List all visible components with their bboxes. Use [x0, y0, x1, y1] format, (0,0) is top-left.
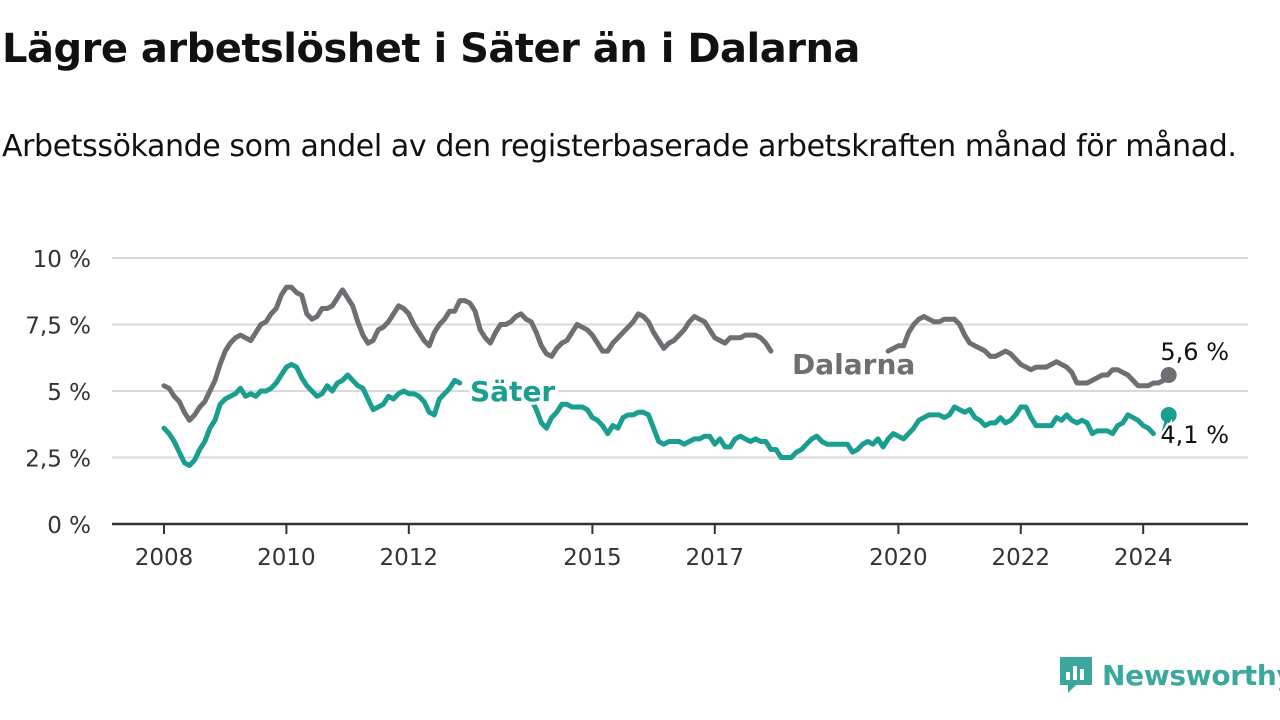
newsworthy-logo[interactable]: Newsworthy [1058, 655, 1280, 695]
x-tick-label: 2017 [686, 545, 745, 571]
line-chart: 0 % 2,5 % 5 % 7,5 % 10 % 2008 2010 2012 2015 201… [25, 247, 1248, 571]
y-tick-label: 5 % [47, 380, 91, 406]
x-tick-label: 2008 [135, 545, 194, 571]
y-tick-label: 10 % [33, 247, 91, 273]
series-label-dalarna: Dalarna [792, 348, 915, 381]
series-lines [161, 284, 1177, 468]
series-line-s-ter [161, 361, 1172, 468]
x-tick-label: 2024 [1114, 545, 1173, 571]
series-labels: Dalarna Säter 5,6 % 4,1 % [467, 336, 1232, 452]
end-value-label-dalarna: 5,6 % [1160, 338, 1229, 366]
brand-name: Newsworthy [1102, 658, 1280, 692]
y-tick-label: 0 % [47, 513, 91, 539]
x-tick-label: 2020 [869, 545, 928, 571]
series-label-sater: Säter [470, 375, 555, 408]
series-line-dalarna [161, 284, 1172, 423]
x-tick-label: 2012 [380, 545, 439, 571]
x-tick-label: 2010 [257, 545, 316, 571]
series-end-dot-dalarna [1160, 367, 1177, 384]
x-tick-label: 2015 [563, 545, 622, 571]
chart-subtitle: Arbetssökande som andel av den registerb… [2, 129, 1237, 164]
y-tick-label: 7,5 % [25, 314, 91, 340]
y-tick-labels: 0 % 2,5 % 5 % 7,5 % 10 % [25, 247, 91, 539]
y-tick-label: 2,5 % [25, 447, 91, 473]
chart-title: Lägre arbetslöshet i Säter än i Dalarna [2, 26, 860, 72]
y-gridlines [112, 257, 1248, 459]
end-value-label-sater: 4,1 % [1160, 421, 1229, 449]
x-tick-label: 2022 [992, 545, 1051, 571]
bar-chart-speech-bubble-icon [1060, 657, 1092, 693]
x-axis: 2008 2010 2012 2015 2017 2020 2022 2024 [112, 522, 1248, 571]
series-end-dot-s-ter [1160, 406, 1177, 423]
